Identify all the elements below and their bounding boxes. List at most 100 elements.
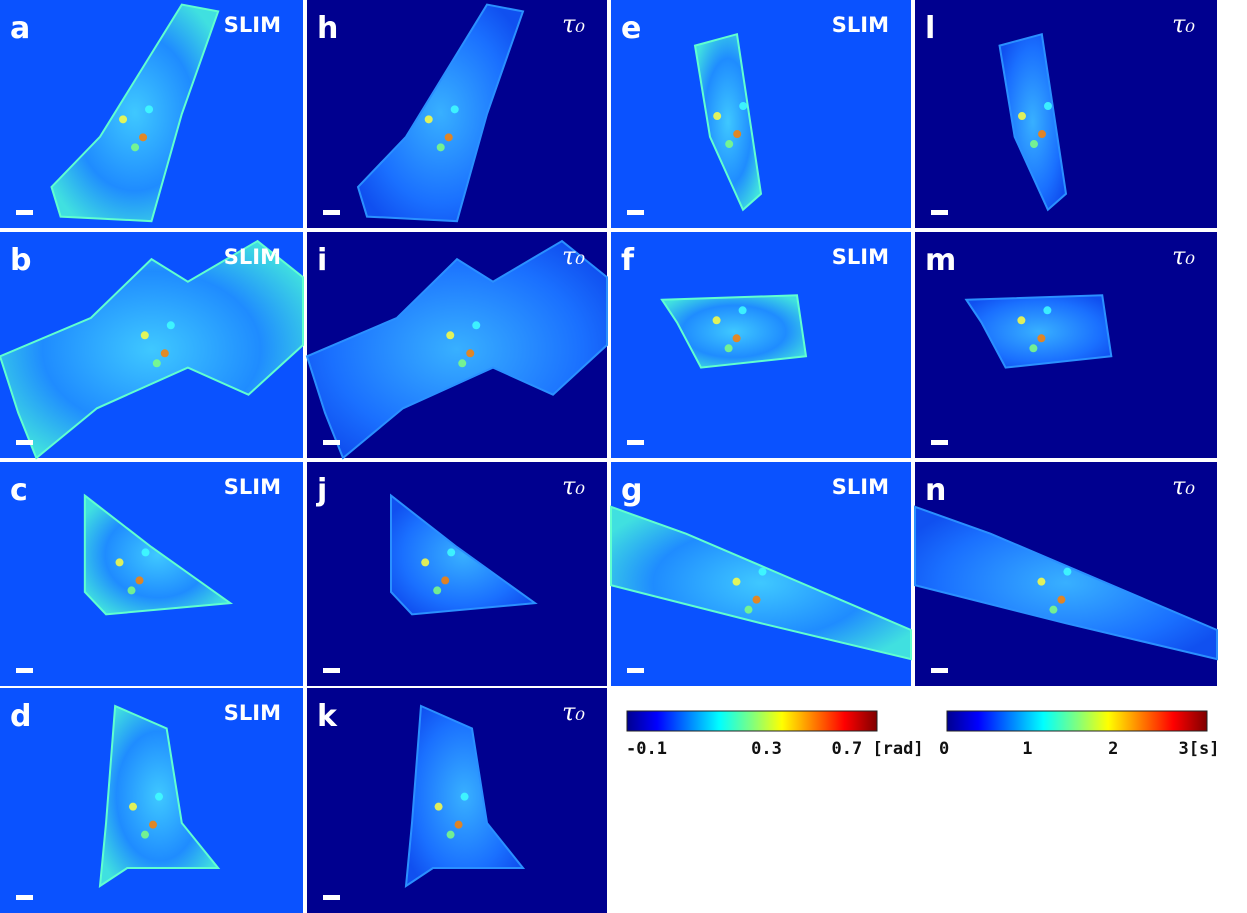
panel-letter: g [621, 473, 642, 508]
cell-spot [446, 331, 454, 339]
panel-letter: a [10, 11, 30, 46]
colorbar-label: 0.3 [751, 739, 782, 759]
panel-label: τ₀ [562, 242, 585, 270]
panel: d SLIM [0, 688, 303, 913]
panel-label: τ₀ [1172, 472, 1195, 500]
cell-spot [733, 334, 741, 342]
cell-spot [116, 558, 124, 566]
scale-bar [323, 895, 340, 900]
scale-bar [16, 210, 33, 215]
cell-spot [1037, 578, 1045, 586]
cell-spot [1038, 130, 1046, 138]
cell-spot [739, 102, 747, 110]
panel-letter: m [925, 243, 956, 278]
panel-label: SLIM [224, 13, 281, 37]
panel-label: SLIM [832, 475, 889, 499]
cell-spot [145, 105, 153, 113]
panel-letter: h [317, 11, 338, 46]
colorbar [627, 711, 877, 731]
panel: m τ₀ [915, 232, 1217, 458]
panel-letter: e [621, 11, 641, 46]
panel-letter: l [925, 11, 935, 46]
cell-spot [1044, 102, 1052, 110]
panel-letter: d [10, 699, 31, 734]
panel-label: τ₀ [562, 472, 585, 500]
cell-spot [466, 349, 474, 357]
cell-spot [1018, 112, 1026, 120]
cell-spot [733, 130, 741, 138]
figure: aSLIMbSLIMcSLIMdSLIMhτ₀iτ₀jτ₀kτ₀eSLIMfSL… [0, 0, 1247, 913]
scale-bar [323, 210, 340, 215]
cell-spot [141, 331, 149, 339]
scale-bar [627, 440, 644, 445]
cell-spot [128, 586, 136, 594]
cell-spot [153, 359, 161, 367]
cell-spot [131, 143, 139, 151]
panel-label: τ₀ [1172, 10, 1195, 38]
panel: j τ₀ [307, 462, 607, 686]
panel-letter: i [317, 243, 327, 278]
cell-spot [745, 606, 753, 614]
cell-spot [119, 115, 127, 123]
panel: f SLIM [611, 232, 911, 458]
cell-spot [142, 548, 150, 556]
cell-spot [447, 548, 455, 556]
panel-label: τ₀ [1172, 242, 1195, 270]
panel: a SLIM [0, 0, 303, 228]
scale-bar [16, 668, 33, 673]
panel-letter: b [10, 243, 31, 278]
scale-bar [627, 668, 644, 673]
panel: e SLIM [611, 0, 911, 228]
panel-label: SLIM [832, 13, 889, 37]
cell-spot [161, 349, 169, 357]
cell-spot [1030, 140, 1038, 148]
colorbar-label: 0.7 [rad] [832, 739, 924, 759]
cell-spot [739, 306, 747, 314]
colorbar-label: -0.1 [626, 739, 667, 759]
panel-label: τ₀ [562, 698, 585, 726]
cell-spot [155, 793, 163, 801]
panel-letter: n [925, 473, 946, 508]
cell-spot [447, 831, 455, 839]
cell-spot [149, 821, 157, 829]
panel-letter: j [316, 473, 327, 508]
cell-spot [713, 112, 721, 120]
cell-spot [445, 133, 453, 141]
cell-spot [1063, 568, 1071, 576]
panel-label: SLIM [832, 245, 889, 269]
cell-spot [1017, 316, 1025, 324]
cell-spot [725, 344, 733, 352]
panel: n τ₀ [915, 462, 1217, 686]
scale-bar [323, 440, 340, 445]
cell-spot [1043, 306, 1051, 314]
cell-spot [753, 596, 761, 604]
panel-label: τ₀ [562, 10, 585, 38]
cell-spot [433, 586, 441, 594]
cell-spot [1057, 596, 1065, 604]
cell-spot [167, 321, 175, 329]
cell-spot [437, 143, 445, 151]
cell-spot [733, 578, 741, 586]
cell-spot [139, 133, 147, 141]
cell-spot [421, 558, 429, 566]
scale-bar [931, 668, 948, 673]
colorbar-label: 2 [1108, 739, 1118, 759]
colorbar-label: 0 [939, 739, 949, 759]
scale-bar [627, 210, 644, 215]
panel: h τ₀ [307, 0, 607, 228]
panel-letter: f [621, 243, 635, 278]
scale-bar [323, 668, 340, 673]
cell-spot [441, 576, 449, 584]
panel: cSLIM [0, 462, 303, 686]
scale-bar [931, 210, 948, 215]
cell-spot [1029, 344, 1037, 352]
panel-label: SLIM [224, 701, 281, 725]
cell-spot [435, 803, 443, 811]
scale-bar [16, 440, 33, 445]
panel: i τ₀ [307, 232, 607, 458]
panel-letter: c [10, 473, 28, 508]
cell-spot [725, 140, 733, 148]
cell-spot [458, 359, 466, 367]
